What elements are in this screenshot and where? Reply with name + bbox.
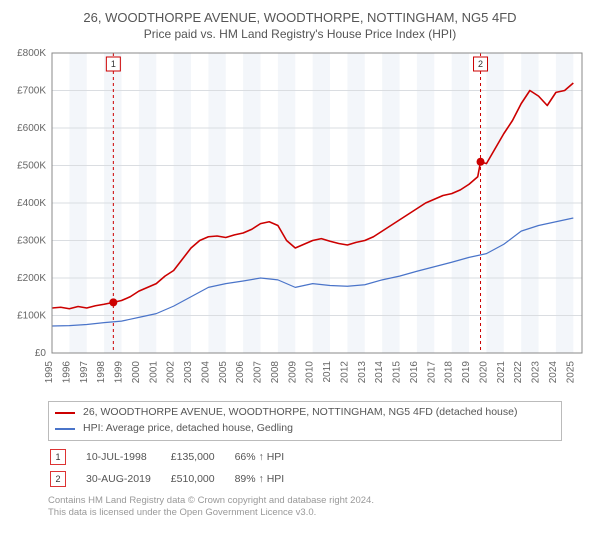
marker-price: £135,000	[171, 447, 233, 467]
svg-text:2010: 2010	[305, 361, 316, 384]
svg-text:2000: 2000	[131, 361, 142, 384]
svg-text:1996: 1996	[61, 361, 72, 384]
legend-label: 26, WOODTHORPE AVENUE, WOODTHORPE, NOTTI…	[83, 405, 517, 421]
svg-text:2018: 2018	[444, 361, 455, 384]
svg-text:£0: £0	[35, 348, 47, 359]
marker-number-box: 2	[50, 471, 66, 487]
svg-text:2011: 2011	[322, 361, 333, 383]
marker-number-box: 1	[50, 449, 66, 465]
svg-text:2013: 2013	[357, 361, 368, 384]
svg-text:1995: 1995	[44, 361, 55, 384]
svg-text:2020: 2020	[478, 361, 489, 384]
legend-label: HPI: Average price, detached house, Gedl…	[83, 421, 293, 437]
svg-text:2014: 2014	[374, 361, 385, 384]
svg-text:2025: 2025	[565, 361, 576, 384]
svg-text:2004: 2004	[200, 361, 211, 384]
svg-text:£700K: £700K	[17, 86, 46, 97]
svg-text:2007: 2007	[253, 361, 264, 384]
legend-item: HPI: Average price, detached house, Gedl…	[55, 421, 555, 437]
marker-date: 10-JUL-1998	[86, 447, 169, 467]
marker-price: £510,000	[171, 469, 233, 489]
svg-text:2022: 2022	[513, 361, 524, 384]
svg-text:2002: 2002	[166, 361, 177, 384]
svg-text:£500K: £500K	[17, 161, 46, 172]
svg-text:£400K: £400K	[17, 198, 46, 209]
svg-text:1998: 1998	[96, 361, 107, 384]
svg-text:£600K: £600K	[17, 123, 46, 134]
marker-hpi: 89% ↑ HPI	[235, 469, 303, 489]
legend-item: 26, WOODTHORPE AVENUE, WOODTHORPE, NOTTI…	[55, 405, 555, 421]
svg-text:£300K: £300K	[17, 236, 46, 247]
svg-text:2015: 2015	[392, 361, 403, 384]
svg-text:2003: 2003	[183, 361, 194, 384]
svg-text:2012: 2012	[339, 361, 350, 384]
svg-text:£200K: £200K	[17, 273, 46, 284]
marker-hpi: 66% ↑ HPI	[235, 447, 303, 467]
svg-text:2006: 2006	[235, 361, 246, 384]
chart-title-line2: Price paid vs. HM Land Registry's House …	[8, 27, 592, 41]
legend-swatch	[55, 428, 75, 430]
svg-text:2023: 2023	[531, 361, 542, 384]
svg-text:2008: 2008	[270, 361, 281, 384]
svg-text:2009: 2009	[287, 361, 298, 384]
footer-line1: Contains HM Land Registry data © Crown c…	[48, 495, 562, 507]
svg-text:£100K: £100K	[17, 311, 46, 322]
markers-table: 1 10-JUL-1998£135,00066% ↑ HPI 2 30-AUG-201…	[48, 445, 304, 491]
marker-row: 2 30-AUG-2019£510,00089% ↑ HPI	[50, 469, 302, 489]
svg-text:2016: 2016	[409, 361, 420, 384]
svg-text:1997: 1997	[79, 361, 90, 384]
svg-text:2024: 2024	[548, 361, 559, 384]
chart-footer: Contains HM Land Registry data © Crown c…	[48, 495, 562, 520]
marker-date: 30-AUG-2019	[86, 469, 169, 489]
line-chart-svg: £0 £100K £200K £300K £400K £500K £600K £700K £80…	[8, 47, 592, 392]
svg-text:2005: 2005	[218, 361, 229, 384]
svg-text:1: 1	[111, 59, 116, 69]
svg-text:2017: 2017	[426, 361, 437, 384]
svg-text:2: 2	[478, 59, 483, 69]
svg-text:2001: 2001	[148, 361, 159, 384]
svg-text:2021: 2021	[496, 361, 507, 384]
footer-line2: This data is licensed under the Open Gov…	[48, 507, 562, 519]
chart-area: £0 £100K £200K £300K £400K £500K £600K £700K £80…	[8, 47, 592, 395]
svg-text:£800K: £800K	[17, 48, 46, 59]
legend-swatch	[55, 412, 75, 414]
legend-box: 26, WOODTHORPE AVENUE, WOODTHORPE, NOTTI…	[48, 401, 562, 441]
svg-text:1999: 1999	[114, 361, 125, 384]
marker-row: 1 10-JUL-1998£135,00066% ↑ HPI	[50, 447, 302, 467]
svg-text:2019: 2019	[461, 361, 472, 384]
chart-title-line1: 26, WOODTHORPE AVENUE, WOODTHORPE, NOTTI…	[8, 10, 592, 25]
